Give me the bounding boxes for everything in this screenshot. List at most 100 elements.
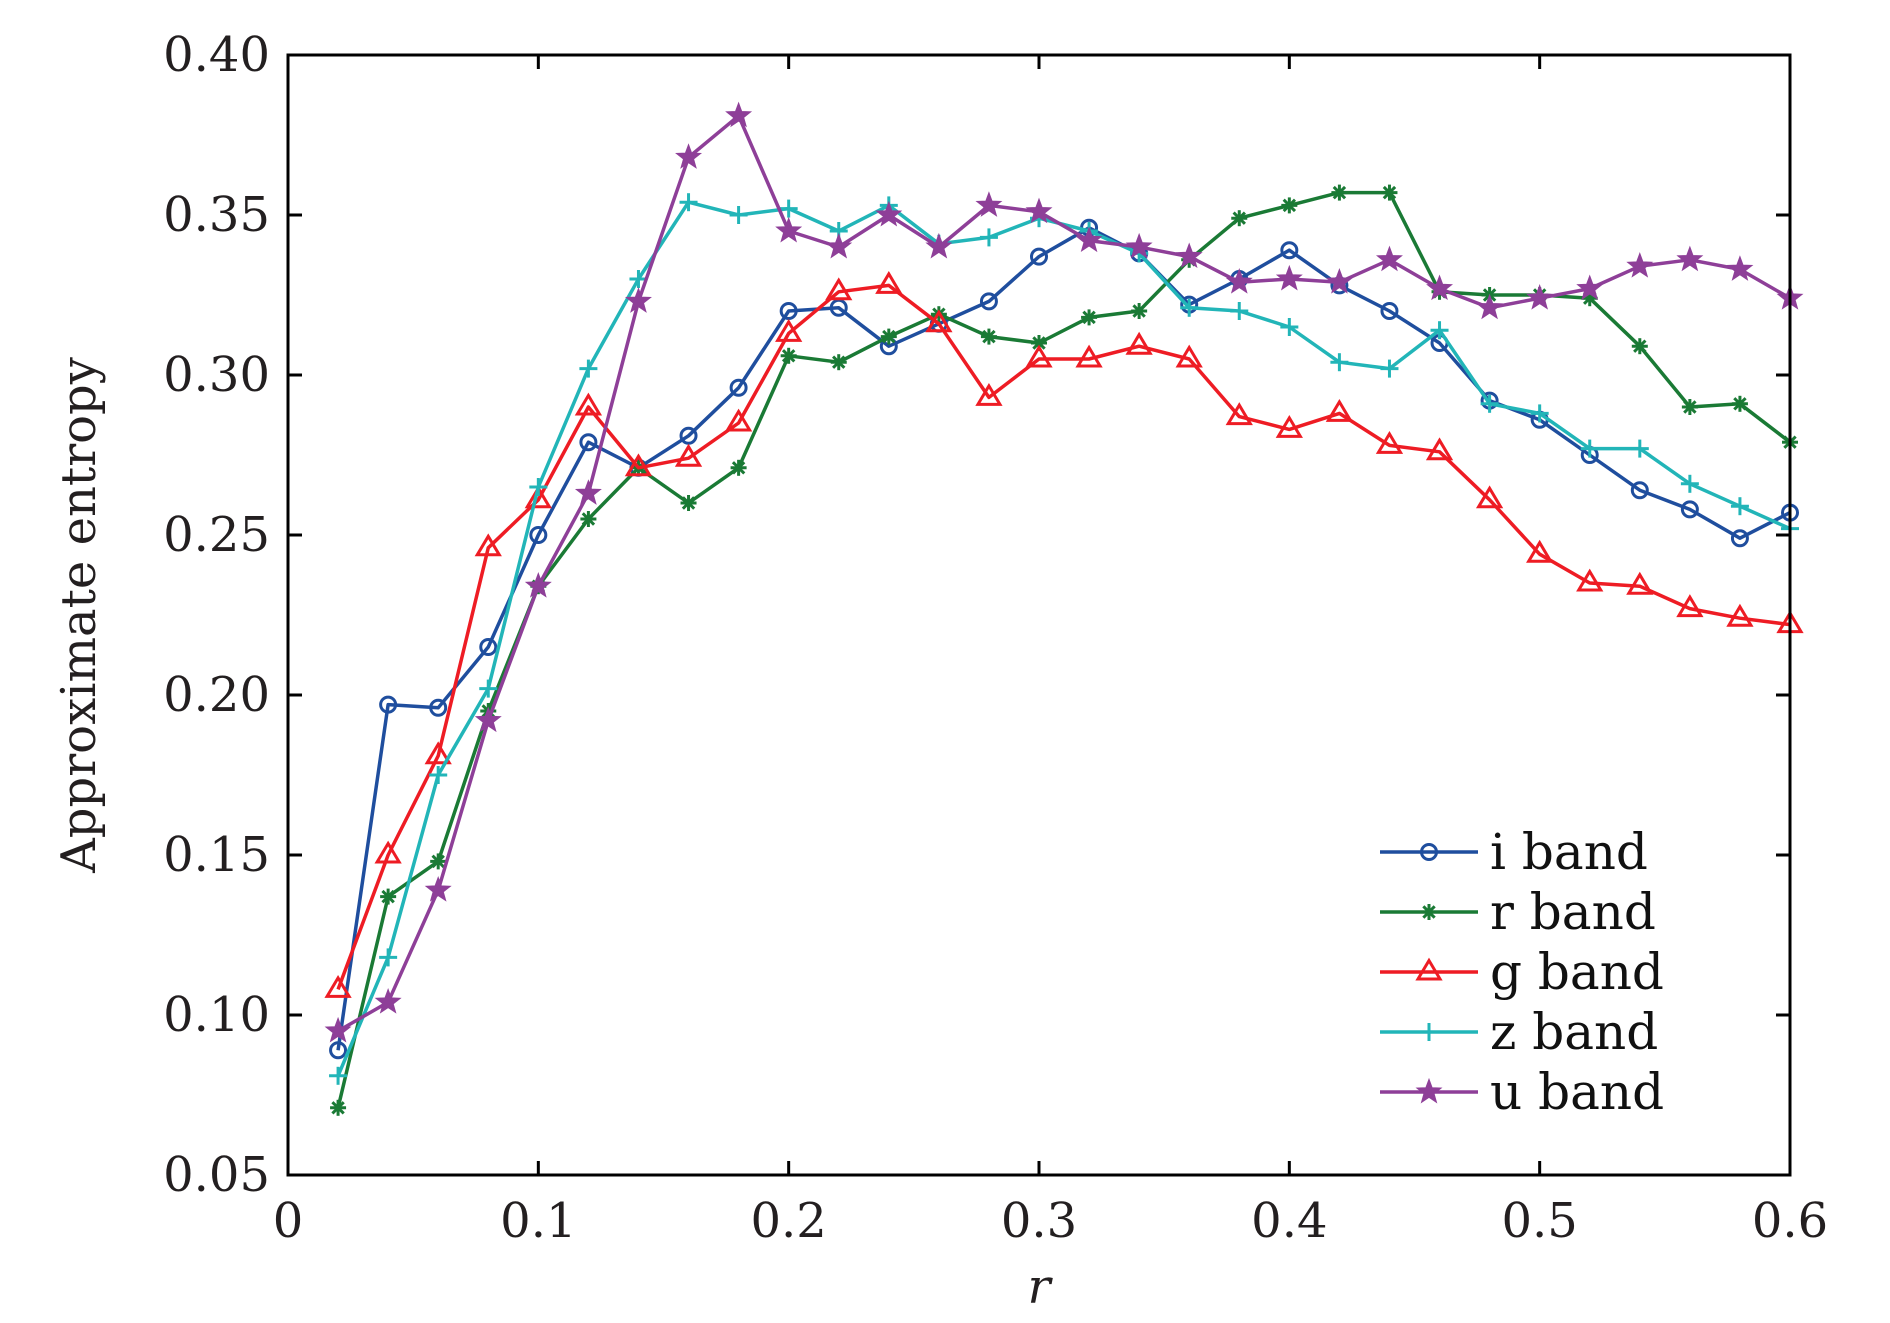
data-point-u-band	[1075, 226, 1103, 253]
data-point-u-band	[1726, 255, 1754, 281]
data-point-z-band	[729, 206, 748, 224]
data-point-r-band	[1281, 197, 1298, 214]
x-tick-label: 0.4	[1251, 1193, 1327, 1249]
data-point-r-band	[780, 347, 797, 364]
legend-item-g-band: g band	[1380, 943, 1664, 1001]
data-point-u-band	[1025, 197, 1053, 224]
data-point-z-band	[1580, 439, 1599, 458]
data-point-z-band	[1680, 474, 1699, 493]
data-point-u-band	[624, 287, 652, 313]
data-point-g-band	[825, 277, 853, 301]
x-tick-label: 0.1	[500, 1193, 576, 1249]
data-point-g-band	[374, 840, 402, 864]
data-point-g-band	[1275, 414, 1303, 438]
data-point-u-band	[424, 876, 452, 902]
data-point-r-band	[1081, 309, 1098, 326]
data-point-z-band	[1730, 497, 1749, 516]
data-point-z-band	[1180, 298, 1199, 317]
legend-marker-z-band	[1420, 1023, 1438, 1041]
data-point-z-band	[1330, 353, 1349, 372]
data-point-z-band	[679, 193, 698, 212]
data-point-g-band	[424, 741, 452, 765]
data-point-z-band	[1280, 318, 1299, 336]
data-point-z-band	[1430, 321, 1449, 340]
data-point-g-band	[724, 408, 753, 432]
data-point-r-band	[330, 1099, 347, 1116]
x-tick-label: 0	[273, 1193, 304, 1249]
data-point-u-band	[775, 216, 803, 243]
data-point-g-band	[1726, 603, 1754, 627]
data-point-r-band	[1381, 184, 1398, 201]
data-point-g-band	[574, 392, 603, 416]
data-point-r-band	[580, 511, 597, 527]
data-point-g-band	[474, 533, 502, 557]
data-point-g-band	[925, 309, 953, 333]
legend-item-u-band: u band	[1380, 1063, 1664, 1121]
data-point-g-band	[1375, 430, 1404, 454]
legend-marker-u-band	[1415, 1077, 1443, 1104]
data-point-r-band	[1631, 338, 1648, 355]
data-point-z-band	[1230, 302, 1249, 320]
legend-label-g-band: g band	[1490, 943, 1664, 1001]
data-point-z-band	[479, 679, 498, 698]
data-point-z-band	[1530, 404, 1549, 423]
data-point-z-band	[529, 478, 548, 496]
data-point-r-band	[1231, 210, 1248, 227]
data-point-g-band	[1626, 571, 1654, 595]
data-point-g-band	[524, 485, 552, 509]
data-point-u-band	[524, 572, 552, 598]
data-point-i-band	[329, 1041, 348, 1060]
data-point-u-band	[1426, 274, 1454, 301]
series-r-band	[330, 184, 1798, 1116]
data-point-i-band	[429, 698, 448, 717]
data-point-u-band	[324, 1016, 352, 1043]
data-point-g-band	[324, 974, 352, 998]
data-point-r-band	[880, 328, 897, 345]
data-point-r-band	[380, 888, 397, 905]
data-point-i-band	[729, 378, 748, 397]
data-point-z-band	[579, 359, 598, 378]
data-point-u-band	[1275, 264, 1303, 291]
x-axis-title: r	[1028, 1259, 1054, 1315]
data-point-r-band	[430, 853, 447, 870]
y-tick-label: 0.20	[163, 667, 270, 723]
data-point-i-band	[1680, 500, 1699, 519]
data-point-z-band	[979, 228, 998, 247]
data-point-r-band	[830, 354, 847, 371]
data-point-z-band	[1480, 394, 1499, 413]
data-point-u-band	[1676, 245, 1704, 272]
data-point-u-band	[1325, 268, 1353, 294]
x-tick-label: 0.2	[750, 1193, 826, 1249]
legend-item-r-band: r band	[1380, 883, 1656, 941]
data-point-u-band	[1375, 245, 1403, 272]
series-u-band	[324, 101, 1804, 1043]
data-point-g-band	[1175, 344, 1203, 368]
data-point-g-band	[674, 443, 703, 467]
data-point-u-band	[1476, 293, 1504, 320]
data-point-u-band	[1125, 232, 1153, 259]
data-point-u-band	[374, 988, 402, 1014]
y-tick-labels: 0.05 0.10 0.15 0.20 0.25 0.30 0.35 0.40	[163, 27, 270, 1203]
legend-label-r-band: r band	[1490, 883, 1656, 941]
data-point-u-band	[1526, 284, 1554, 310]
data-point-u-band	[574, 479, 602, 505]
data-point-z-band	[379, 948, 398, 967]
data-point-u-band	[675, 143, 703, 169]
data-point-z-band	[779, 199, 798, 218]
data-point-g-band	[1576, 568, 1604, 592]
data-point-z-band	[429, 766, 448, 784]
legend-item-z-band: z band	[1380, 1003, 1658, 1061]
data-point-u-band	[725, 101, 753, 128]
y-axis-title: Approximate entropy	[51, 357, 107, 874]
data-point-g-band	[624, 453, 653, 477]
legend-label-u-band: u band	[1490, 1063, 1664, 1121]
data-point-r-band	[680, 495, 697, 511]
legend-label-z-band: z band	[1490, 1003, 1658, 1061]
data-point-u-band	[474, 706, 502, 733]
y-tick-label: 0.30	[163, 347, 270, 403]
data-point-g-band	[1425, 437, 1454, 461]
data-point-i-band	[479, 638, 498, 656]
data-point-i-band	[379, 695, 398, 714]
